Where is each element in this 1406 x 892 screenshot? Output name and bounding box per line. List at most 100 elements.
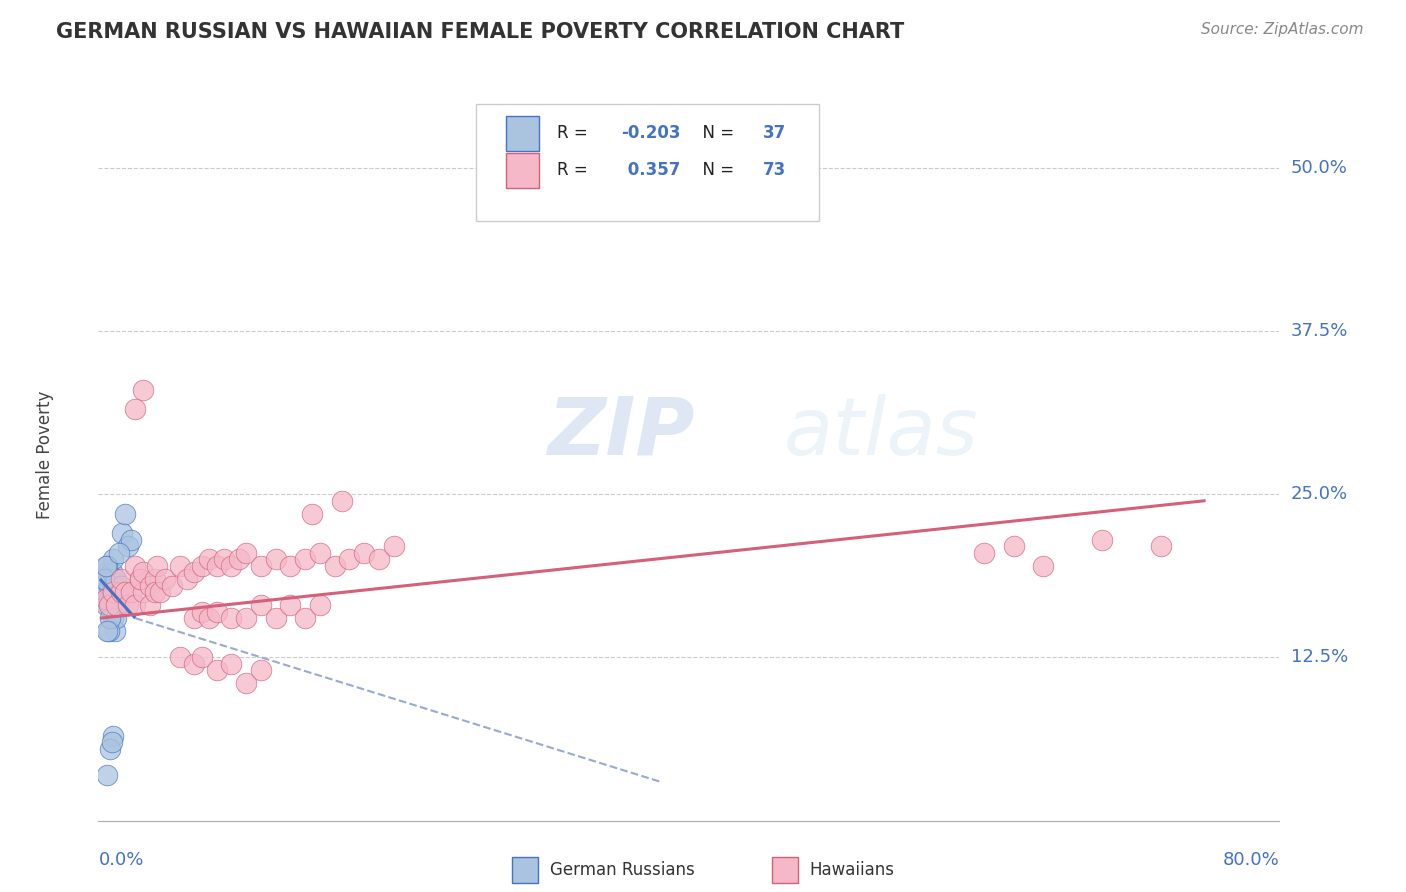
Point [235, 676, 257, 690]
Text: ZIP: ZIP [547, 394, 695, 472]
Point [98, 572, 121, 586]
Point [1002, 539, 1025, 553]
Text: Female Poverty: Female Poverty [37, 391, 55, 519]
Point [104, 624, 127, 639]
Point [128, 572, 150, 586]
Point [98, 611, 121, 625]
Text: Hawaiians: Hawaiians [810, 862, 894, 880]
Point [264, 552, 287, 566]
Point [132, 383, 155, 397]
Text: -0.203: -0.203 [621, 124, 681, 142]
Point [205, 558, 228, 573]
Point [94, 591, 117, 606]
Point [117, 598, 139, 612]
Point [132, 585, 155, 599]
Point [96, 558, 118, 573]
Point [191, 650, 214, 665]
Point [107, 598, 129, 612]
Point [139, 578, 162, 592]
Point [132, 566, 155, 580]
Point [228, 552, 250, 566]
Point [183, 657, 205, 671]
Point [183, 566, 205, 580]
Text: 0.357: 0.357 [621, 161, 681, 178]
Point [94, 585, 117, 599]
Point [149, 585, 172, 599]
Point [104, 572, 127, 586]
Point [105, 572, 128, 586]
Point [198, 611, 221, 625]
Text: GERMAN RUSSIAN VS HAWAIIAN FEMALE POVERTY CORRELATION CHART: GERMAN RUSSIAN VS HAWAIIAN FEMALE POVERT… [56, 22, 904, 42]
Text: 80.0%: 80.0% [1223, 851, 1279, 869]
Point [107, 591, 129, 606]
Point [191, 605, 214, 619]
Point [110, 578, 132, 592]
Point [94, 598, 117, 612]
Point [796, 161, 818, 175]
Point [235, 546, 257, 560]
Point [1150, 539, 1173, 553]
Text: Source: ZipAtlas.com: Source: ZipAtlas.com [1201, 22, 1364, 37]
Point [250, 598, 273, 612]
Point [301, 507, 323, 521]
Point [100, 735, 122, 749]
Text: N =: N = [693, 161, 740, 178]
Point [94, 558, 117, 573]
Point [105, 585, 128, 599]
Point [103, 611, 125, 625]
Point [143, 572, 166, 586]
Point [176, 572, 198, 586]
Point [235, 611, 257, 625]
Point [97, 598, 120, 612]
Point [264, 611, 287, 625]
Point [294, 611, 316, 625]
Point [103, 729, 125, 743]
Point [139, 598, 162, 612]
Text: N =: N = [693, 124, 740, 142]
Point [103, 585, 125, 599]
Text: 37: 37 [763, 124, 786, 142]
Point [153, 572, 176, 586]
FancyBboxPatch shape [477, 103, 818, 221]
Point [183, 611, 205, 625]
Point [250, 664, 273, 678]
Point [110, 572, 132, 586]
Point [250, 558, 273, 573]
Point [973, 546, 995, 560]
Point [219, 611, 242, 625]
Point [98, 741, 121, 756]
Point [114, 507, 136, 521]
Text: 37.5%: 37.5% [1291, 322, 1348, 340]
Text: German Russians: German Russians [550, 862, 695, 880]
Point [111, 526, 134, 541]
Point [382, 539, 405, 553]
Point [96, 566, 118, 580]
Text: 12.5%: 12.5% [1291, 648, 1348, 666]
Point [124, 598, 146, 612]
Point [97, 578, 120, 592]
Point [100, 566, 122, 580]
Point [219, 657, 242, 671]
Point [198, 552, 221, 566]
Point [337, 552, 360, 566]
Point [169, 558, 191, 573]
Point [162, 578, 183, 592]
Bar [506, 116, 538, 152]
Point [143, 585, 166, 599]
Point [103, 552, 125, 566]
Text: 73: 73 [763, 161, 786, 178]
Point [120, 585, 142, 599]
Text: 25.0%: 25.0% [1291, 485, 1348, 503]
Point [105, 598, 128, 612]
Point [169, 650, 191, 665]
Bar [506, 153, 538, 188]
Point [1032, 558, 1054, 573]
Point [96, 624, 118, 639]
Text: 0.0%: 0.0% [98, 851, 143, 869]
Point [205, 605, 228, 619]
Point [309, 598, 332, 612]
Point [205, 664, 228, 678]
Point [108, 546, 131, 560]
Bar [772, 857, 797, 883]
Point [93, 572, 115, 586]
